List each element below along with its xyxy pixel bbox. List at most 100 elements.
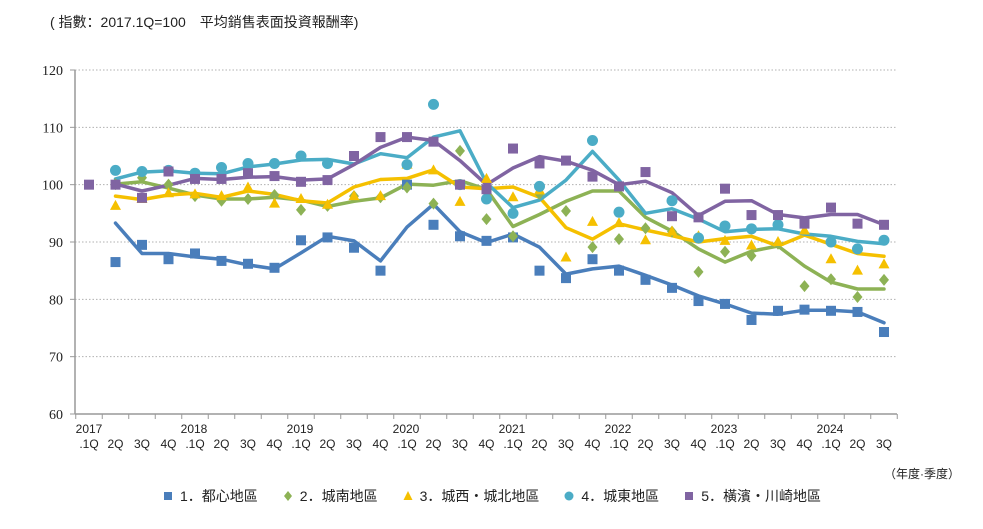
x-tick-label-quarter: 3Q (240, 437, 256, 451)
legend-label: 5．橫濱・川崎地區 (701, 488, 821, 504)
data-point-series-1 (375, 265, 386, 276)
x-tick-label-quarter: 4Q (796, 437, 812, 451)
data-point-series-1 (561, 273, 571, 284)
data-point-series-3 (295, 193, 307, 203)
data-point-series-4 (613, 206, 625, 218)
data-point-series-1 (720, 298, 730, 309)
data-point-series-1 (296, 235, 306, 246)
x-tick-label-quarter: 4Q (160, 437, 176, 451)
data-point-series-1 (163, 254, 174, 265)
data-point-series-3 (613, 217, 625, 228)
data-point-series-3 (216, 190, 227, 201)
x-tick-label-quarter: 2Q (425, 437, 441, 451)
data-point-series-5 (852, 218, 863, 229)
data-point-series-4 (401, 159, 413, 171)
data-point-series-5 (190, 173, 200, 184)
data-point-series-2 (508, 230, 518, 243)
x-tick-label-year: 2020 (393, 422, 420, 436)
x-tick-label-quarter: 3Q (770, 437, 786, 451)
legend-triangle-icon (403, 491, 413, 500)
data-point-series-3 (719, 234, 731, 245)
x-tick-label-quarter: 3Q (558, 437, 574, 451)
axes: 120 110 100 90 80 70 60 .1Q 2Q 3Q 4Q .1Q 2Q 3Q 4Q .1Q 2Q… (42, 64, 898, 451)
x-tick-label-year: 2024 (817, 422, 844, 436)
data-point-series-5 (455, 179, 465, 190)
data-point-series-3 (587, 215, 598, 226)
data-point-series-1 (216, 255, 227, 266)
data-point-series-3 (348, 190, 360, 201)
data-point-series-3 (746, 239, 757, 250)
data-point-series-5 (402, 132, 412, 143)
legend-item: 1．都心地區 (162, 486, 258, 506)
data-point-series-5 (163, 166, 174, 177)
data-point-series-1 (826, 305, 836, 316)
data-point-series-1 (349, 242, 359, 253)
data-point-series-5 (296, 176, 306, 187)
data-point-series-4 (825, 236, 837, 248)
data-point-series-2 (879, 273, 889, 286)
trend-lines (113, 129, 886, 325)
x-tick-label-quarter: 2Q (213, 437, 229, 451)
y-tick-label: 110 (43, 121, 63, 136)
data-point-series-3 (110, 199, 121, 210)
x-tick-label-quarter: 3Q (664, 437, 680, 451)
data-point-series-2 (269, 188, 280, 201)
data-point-series-4 (242, 157, 254, 169)
data-point-series-3 (852, 264, 863, 275)
data-point-series-4 (772, 219, 784, 231)
data-point-series-2 (561, 205, 571, 218)
data-point-series-4 (507, 207, 519, 219)
data-point-series-5 (879, 219, 889, 230)
data-point-series-3 (454, 195, 466, 206)
data-point-series-5 (746, 210, 757, 221)
data-point-series-1 (190, 248, 200, 259)
data-point-series-4 (428, 98, 439, 110)
data-point-series-2 (296, 203, 306, 216)
data-point-series-1 (799, 304, 810, 315)
data-point-series-5 (773, 210, 783, 221)
data-point-series-5 (561, 155, 571, 166)
data-point-series-1 (428, 219, 439, 230)
y-tick-label: 100 (42, 179, 63, 194)
x-tick-label-quarter: .1Q (79, 437, 98, 451)
data-point-series-4 (481, 193, 492, 205)
data-point-series-2 (455, 144, 465, 157)
data-point-series-3 (799, 224, 810, 235)
data-point-series-3 (772, 236, 784, 246)
y-tick-label: 90 (49, 236, 63, 251)
data-point-series-3 (322, 198, 333, 209)
legend-square-icon (164, 492, 172, 500)
data-point-series-5 (614, 181, 624, 192)
x-tick-label-year: 2023 (711, 422, 738, 436)
data-point-series-5 (720, 183, 730, 194)
data-point-series-5 (428, 136, 439, 147)
x-tick-label-quarter: 4Q (478, 437, 494, 451)
x-tick-label-quarter: .1Q (609, 437, 628, 451)
data-point-series-5 (481, 184, 492, 195)
y-tick-label: 70 (49, 351, 63, 366)
data-point-series-3 (507, 191, 519, 202)
data-point-series-2 (640, 222, 651, 235)
legend-circle-icon (564, 491, 574, 501)
chart-legend: 1．都心地區 2．城南地區 3．城西・城北地區 4．城東地區 5．橫濱・川崎地區 (0, 486, 983, 506)
data-point-series-3 (189, 188, 201, 199)
x-tick-label-year: 2017 (76, 422, 103, 436)
x-tick-label-quarter: 4Q (266, 437, 282, 451)
x-tick-label-quarter: 4Q (584, 437, 600, 451)
x-tick-label-quarter: 2Q (637, 437, 653, 451)
data-point-series-5 (349, 151, 359, 161)
data-point-series-2 (746, 249, 757, 262)
data-point-series-3 (375, 190, 386, 201)
data-point-series-5 (587, 171, 598, 182)
legend-label: 3．城西・城北地區 (419, 488, 540, 504)
data-point-series-2 (402, 181, 412, 194)
legend-square-icon (685, 492, 694, 500)
x-tick-label-quarter: 4Q (690, 437, 706, 451)
data-point-series-2 (799, 280, 810, 293)
data-point-series-3 (640, 234, 651, 245)
data-point-series-1 (614, 265, 624, 276)
data-point-series-5 (84, 179, 94, 190)
data-point-series-4 (878, 234, 890, 246)
legend-label: 4．城東地區 (581, 488, 660, 504)
